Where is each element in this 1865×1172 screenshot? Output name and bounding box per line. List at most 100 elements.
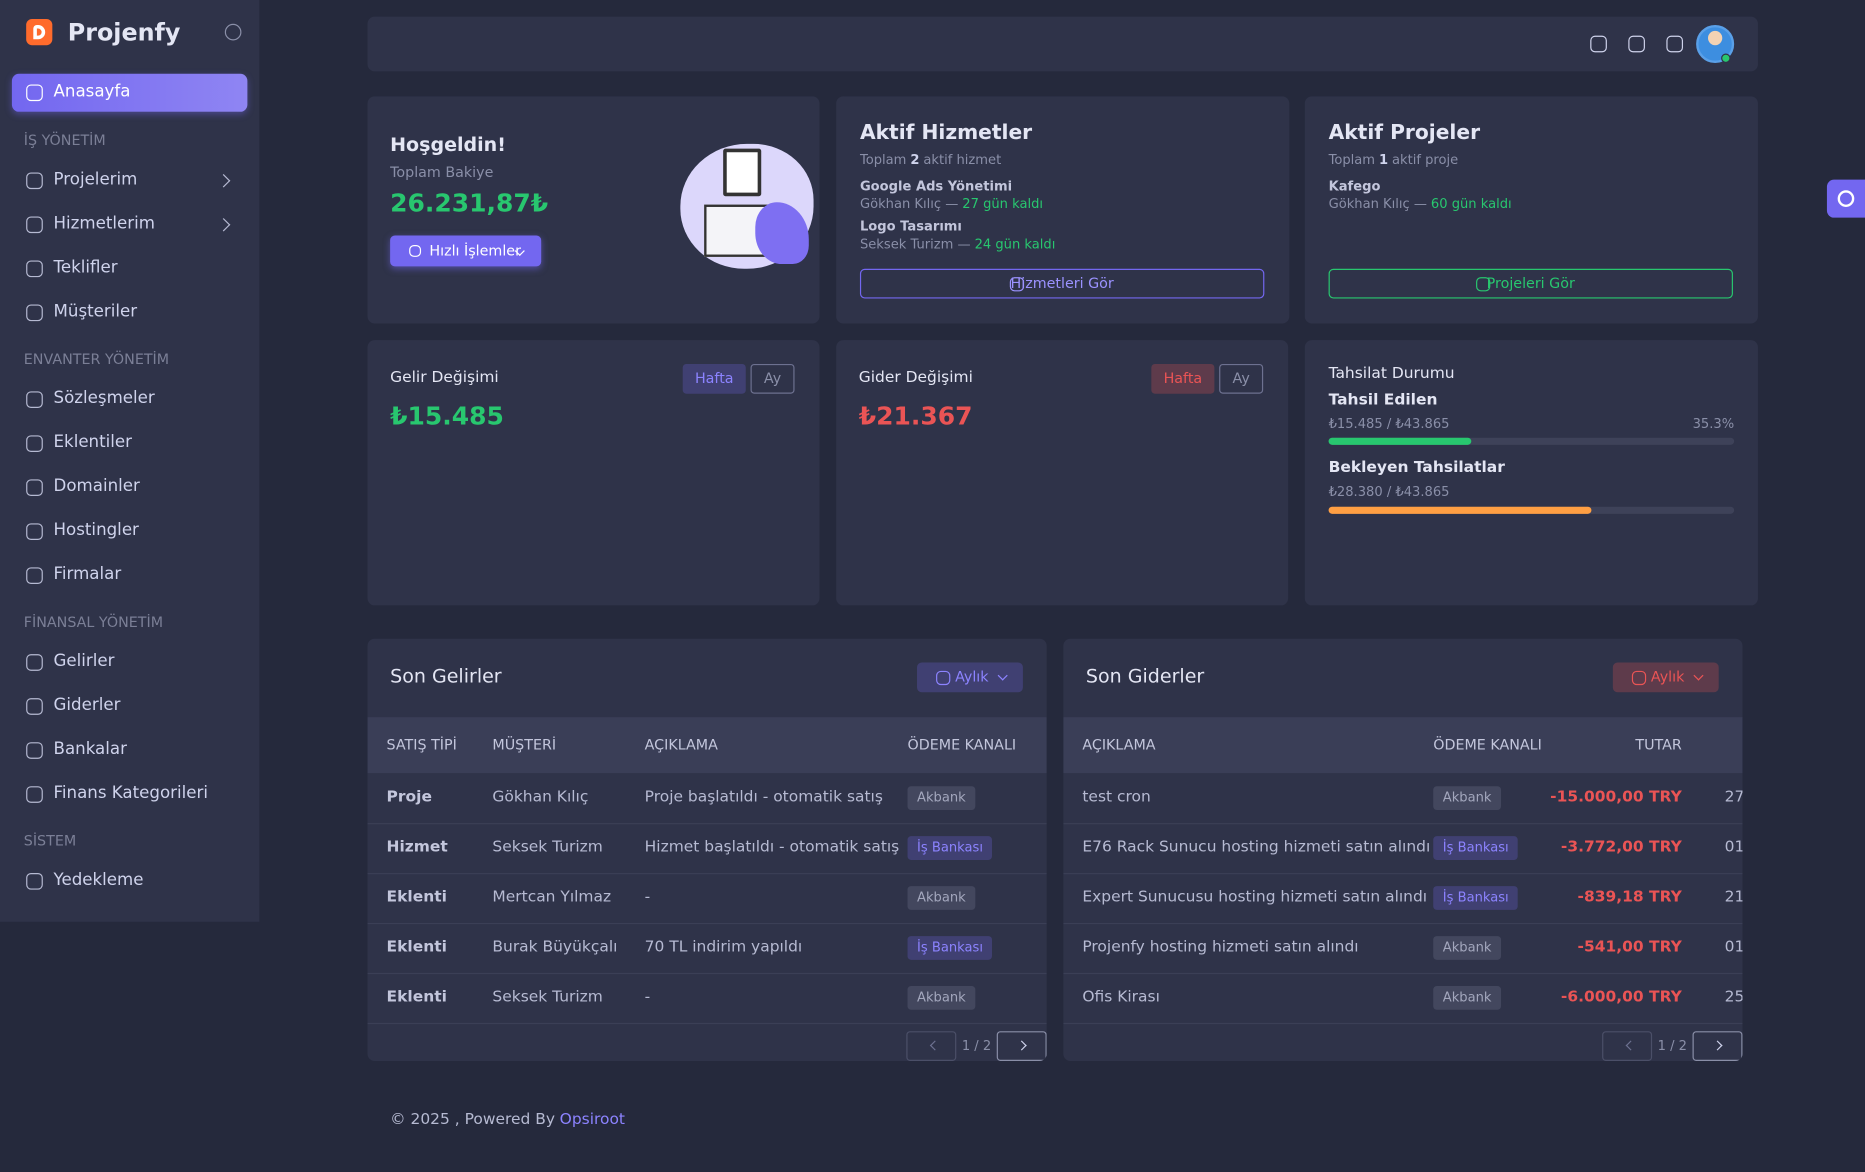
button-label: Hizmetleri Gör [1010,274,1114,292]
cell: 27. [1724,788,1743,807]
card-title: Tahsilat Durumu [1328,365,1455,383]
nav-label[interactable]: Firmalar [53,565,122,585]
services-button[interactable] [859,268,1265,299]
nav-icon [26,435,43,452]
row-divider [367,873,1047,875]
nav-label[interactable]: Gelirler [53,652,115,672]
nav-label[interactable]: Eklentiler [53,433,132,453]
welcome-title: Hoşgeldin! [390,132,506,156]
table-title: Son Giderler [1085,664,1205,688]
toggle-label: Ay [763,370,782,387]
nav-icon [26,260,43,278]
prev-page[interactable] [906,1031,957,1061]
text: 1 [1378,152,1389,169]
progress-bar [1328,506,1591,514]
button-label: Aylık [1650,668,1685,686]
text: 27 gün kaldı [962,196,1044,213]
row-divider [1063,922,1743,925]
progress-percent: 35.3% [1692,416,1735,433]
nav-item-active[interactable] [11,73,248,112]
nav-label[interactable]: Hostingler [53,521,139,541]
quick-actions-button[interactable] [390,235,542,267]
nav-label[interactable]: Teklifler [53,258,118,278]
row-divider [1063,972,1743,975]
toggle[interactable] [750,363,795,394]
card-summary: Toplam 1 aktif proje [1329,151,1459,169]
row-divider [367,823,1047,825]
table-card: Son Gelirler Aylık SATIŞ TİPİ MÜŞTERİ AÇIKLA… [367,638,1047,1061]
column-header: AÇIKLAMA [644,735,718,753]
button-label: Hızlı İşlemler [429,242,521,259]
sidebar-toggle[interactable] [224,23,242,41]
toggle-active[interactable] [1151,363,1215,394]
text: 2 [910,152,920,169]
projects-button[interactable] [1328,268,1733,299]
item-name: Google Ads Yönetimi [859,178,1013,195]
nav-label[interactable]: Giderler [53,696,121,716]
top-bar-icon[interactable] [1628,35,1645,53]
amount: -839,18 TRY [1577,888,1682,907]
button-label: Aylık [955,668,989,686]
item-meta: Gökhan Kılıç —27 gün kaldı [860,195,1043,213]
item-meta: Gökhan Kılıç —60 gün kaldı [1329,195,1512,213]
pagination: 1 / 2 [961,1038,992,1054]
cell: Proje başlatıldı - otomatik satış [644,788,883,807]
text: Toplam [859,152,907,169]
chart-title: Gider Değişimi [858,368,973,387]
badge: Akbank [1433,936,1501,960]
prev-page[interactable] [1602,1031,1653,1061]
toggle-active[interactable] [682,363,746,394]
nav-icon [26,172,43,190]
nav-label[interactable]: Bankalar [53,740,127,760]
nav-label[interactable]: Projelerim [53,170,138,190]
nav-section-title: FİNANSAL YÖNETİM [23,613,164,630]
table-card: Son Giderler Aylık AÇIKLAMA ÖDEME KANALI TUT… [1063,638,1743,1061]
cell: 21.0 [1724,888,1743,907]
nav-label[interactable]: Hizmetlerim [53,214,155,234]
nav-label[interactable]: Finans Kategorileri [53,784,208,804]
nav-label[interactable]: Sözleşmeler [53,389,155,409]
top-bar-icon[interactable] [1590,35,1607,53]
column-header: ÖDEME KANALI [907,735,1017,753]
nav-section-title: İŞ YÖNETİM [23,131,106,149]
column-header: ÖDEME KANALI [1433,735,1542,753]
row-divider [1063,1022,1743,1025]
nav-label[interactable]: Domainler [53,477,140,497]
filter-button[interactable] [917,662,1023,693]
pagination: 1 / 2 [1657,1038,1688,1054]
badge: İş Bankası [907,836,993,860]
row-divider [1063,873,1743,875]
footer-link: Opsiroot [559,1110,625,1129]
filter-button[interactable] [1612,662,1719,693]
button-icon [409,245,422,257]
top-bar-icon[interactable] [1666,35,1684,53]
row-divider [1063,823,1743,825]
online-dot [1721,53,1731,64]
text: Gökhan Kılıç — [859,196,959,213]
cell: Hizmet başlatıldı - otomatik satış [644,838,900,857]
column-header: MÜŞTERİ [492,735,557,753]
nav-label[interactable]: Müşteriler [53,302,138,322]
settings-icon [1837,190,1855,207]
cell: Projenfy hosting hizmeti satın alındı [1082,938,1359,957]
cell: test cron [1082,788,1151,807]
text: Toplam [1328,152,1376,169]
cell: Ofis Kirası [1082,988,1160,1007]
nav-label[interactable]: Yedekleme [53,870,144,890]
footer: © 2025 , Powered By Opsiroot [390,1110,625,1132]
row-divider [367,922,1047,925]
chart-card [836,340,1289,606]
nav-icon [26,391,43,408]
footer-text: © 2025 , Powered By [390,1110,556,1129]
progress-amounts: ₺15.485 / ₺43.865 [1328,416,1450,433]
table-header [367,717,1047,774]
chart-card [367,340,820,606]
next-page[interactable] [996,1031,1047,1061]
nav-icon [26,742,43,759]
balance: 26.231,87₺ [390,189,549,219]
toggle[interactable] [1219,363,1264,394]
illustration-frame [723,148,762,197]
nav-section-title: ENVANTER YÖNETİM [23,350,170,368]
next-page[interactable] [1692,1031,1743,1061]
